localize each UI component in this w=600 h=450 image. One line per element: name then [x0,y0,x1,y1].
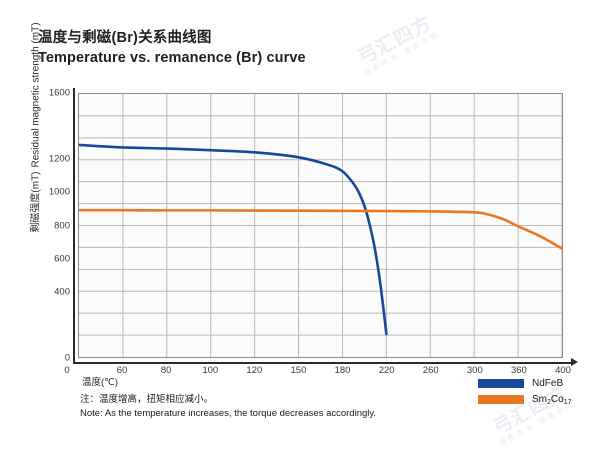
x-tick-100: 100 [202,365,219,376]
gridlines [79,94,562,357]
x-axis-title: 温度(℃) [82,377,118,388]
y-tick-400: 400 [54,286,70,298]
x-tick-360: 360 [510,365,527,376]
x-axis-tick-labels: 0 60 80 100 120 150 180 220 260 300 360 400 [0,365,600,379]
legend-item-sm2co17[interactable]: Sm2Co17 [478,394,593,406]
chart-title-en: Temperature vs. remanence (Br) curve [38,50,306,66]
legend-item-ndfeb[interactable]: NdFeB [478,378,593,389]
x-tick-180: 180 [334,365,351,376]
legend-swatch-sm2co17 [478,395,524,404]
y-axis-title-cn: 剩磁强度(mT) [30,171,42,233]
x-tick-origin: 0 [64,365,70,376]
series-line-ndfeb [79,145,386,334]
x-axis-line [73,362,573,364]
y-tick-1000: 1000 [48,186,70,198]
note-text-en: Note: As the temperature increases, the … [80,407,377,419]
y-tick-0: 0 [64,352,70,364]
watermark-0: 弓汇四方 版权所有 盗版必究 [355,12,442,78]
x-tick-60: 60 [116,365,128,376]
y-tick-1600: 1600 [48,87,70,99]
x-axis-arrow-icon [571,358,578,366]
x-tick-120: 120 [246,365,263,376]
legend-swatch-ndfeb [478,379,524,388]
series-line-sm2co17 [79,210,562,248]
chart-title-block: 温度与剩磁(Br)关系曲线图 Temperature vs. remanence… [38,26,306,66]
chart-legend: NdFeB Sm2Co17 [478,378,593,410]
legend-label-ndfeb: NdFeB [532,378,564,389]
plot-area [78,93,563,358]
chart-title-cn: 温度与剩磁(Br)关系曲线图 [38,30,212,46]
y-axis-title-en: Residual magnetic strength (mT) [30,22,42,168]
x-tick-80: 80 [160,365,172,376]
x-tick-260: 260 [422,365,439,376]
chart-canvas [79,94,562,357]
x-tick-220: 220 [378,365,395,376]
note-block: 注：温度增高，扭矩相应减小。 Note: As the temperature … [80,393,376,421]
y-tick-600: 600 [54,253,70,265]
y-axis-line [73,88,75,363]
legend-label-sm2co17: Sm2Co17 [532,394,572,406]
y-axis-tick-labels: 1600 1200 1000 800 600 400 0 [0,0,70,450]
x-tick-300: 300 [466,365,483,376]
note-text-cn: 注：温度增高，扭矩相应减小。 [80,394,214,405]
x-tick-150: 150 [290,365,307,376]
x-tick-400: 400 [555,365,571,376]
y-tick-1200: 1200 [48,153,70,165]
y-tick-800: 800 [54,220,70,231]
y-axis-title: 剩磁强度(mT) Residual magnetic strength (mT) [27,8,42,248]
